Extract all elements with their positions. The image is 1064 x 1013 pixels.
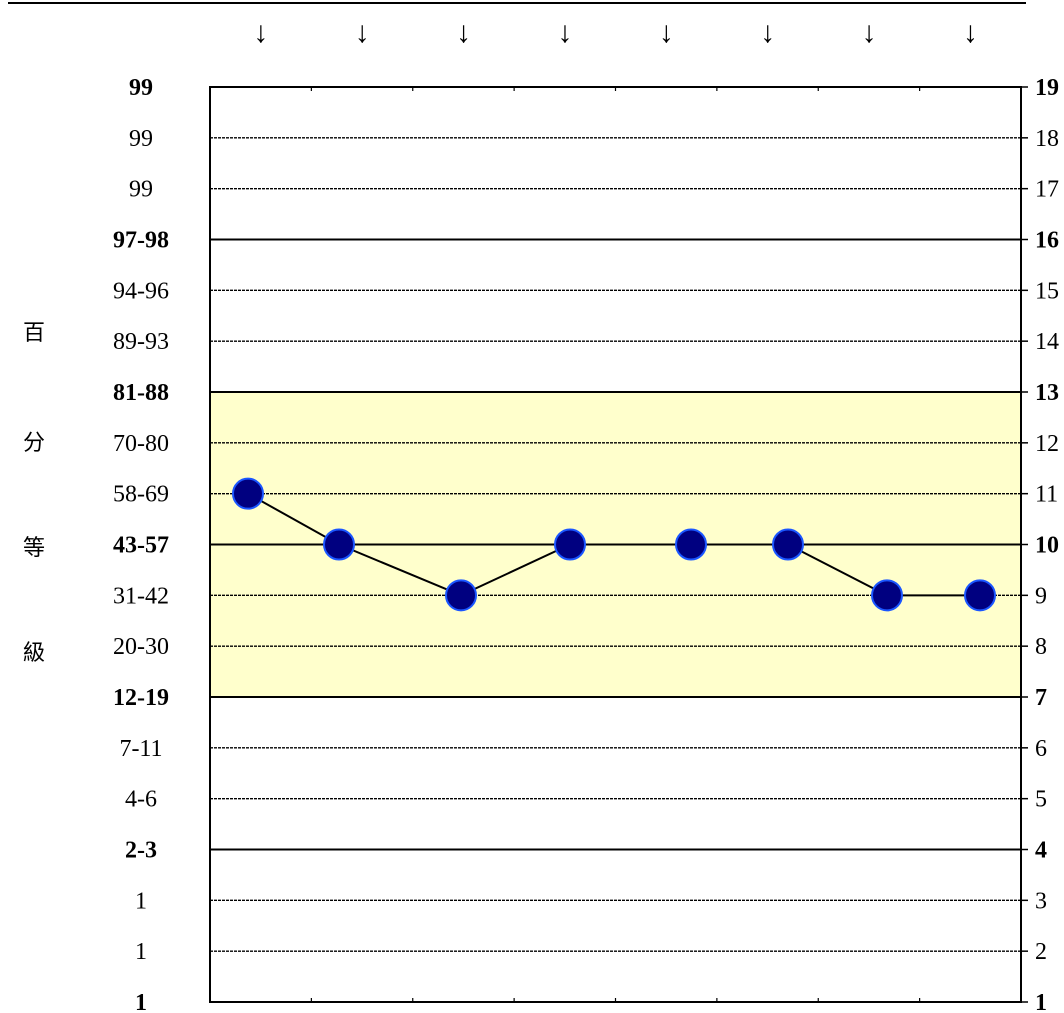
left-axis-label: 7-11 <box>119 736 162 762</box>
left-axis-label: 43-57 <box>113 533 169 559</box>
left-axis-labels: 1 1 1 2-3 4-6 7-11 12-19 20-30 31-42 43-57 58-69 70… <box>113 75 169 1013</box>
left-axis-label: 31-42 <box>113 583 169 609</box>
data-point <box>232 477 264 510</box>
left-axis-label: 1 <box>135 939 147 965</box>
right-axis-label: 9 <box>1035 583 1047 609</box>
data-point <box>675 528 707 561</box>
left-axis-title-char: 級 <box>23 641 45 666</box>
data-point <box>871 579 903 612</box>
top-arrow-marker: ↓ <box>659 16 674 49</box>
series-line <box>247 492 980 597</box>
top-arrow-marker: ↓ <box>355 16 370 49</box>
right-axis-label: 17 <box>1035 177 1059 203</box>
data-point <box>445 579 477 612</box>
x-ticks <box>310 87 921 1002</box>
right-axis-label: 7 <box>1035 685 1047 711</box>
right-axis-label: 2 <box>1035 939 1047 965</box>
left-axis-label: 81-88 <box>113 380 169 406</box>
right-axis-label: 18 <box>1035 126 1059 152</box>
left-axis-label: 99 <box>129 75 153 101</box>
left-axis-title-char: 等 <box>23 536 45 561</box>
right-axis-label: 4 <box>1035 838 1047 864</box>
right-axis-label: 12 <box>1035 431 1059 457</box>
right-axis-label: 19 <box>1035 75 1059 101</box>
left-axis-label: 58-69 <box>113 482 169 508</box>
data-point <box>772 528 804 561</box>
left-axis-label: 2-3 <box>125 838 157 864</box>
data-point <box>323 528 355 561</box>
left-axis-label: 1 <box>135 888 147 914</box>
left-axis-label: 1 <box>135 990 147 1013</box>
right-axis-label: 13 <box>1035 380 1059 406</box>
right-axis-label: 5 <box>1035 787 1047 813</box>
right-axis-label: 8 <box>1035 634 1047 660</box>
right-axis-label: 15 <box>1035 278 1059 304</box>
left-axis-label: 94-96 <box>113 278 169 304</box>
right-axis-label: 6 <box>1035 736 1047 762</box>
series-group <box>232 477 996 612</box>
left-axis-label: 97-98 <box>113 228 169 254</box>
left-axis-label: 20-30 <box>113 634 169 660</box>
left-axis-label: 70-80 <box>113 431 169 457</box>
left-axis-label: 4-6 <box>125 787 157 813</box>
left-axis-label: 12-19 <box>113 685 169 711</box>
right-axis-label: 16 <box>1035 228 1059 254</box>
right-axis-label: 11 <box>1035 482 1058 508</box>
top-arrow-marker: ↓ <box>963 16 978 49</box>
left-axis-label: 99 <box>129 126 153 152</box>
right-axis-label: 10 <box>1035 533 1059 559</box>
data-point <box>964 579 996 612</box>
top-arrow-marker: ↓ <box>861 16 876 49</box>
top-arrow-marker: ↓ <box>557 16 572 49</box>
left-axis-title-char: 分 <box>23 431 45 456</box>
data-point <box>554 528 586 561</box>
right-axis-label: 14 <box>1035 329 1059 355</box>
top-arrow-marker: ↓ <box>456 16 471 49</box>
left-axis-label: 99 <box>129 177 153 203</box>
top-arrow-marker: ↓ <box>253 16 268 49</box>
top-arrow-marker: ↓ <box>760 16 775 49</box>
left-axis-title-char: 百 <box>23 321 45 346</box>
top-arrow-group: ↓ ↓ ↓ ↓ ↓ ↓ ↓ ↓ <box>253 16 978 49</box>
left-axis-label: 89-93 <box>113 329 169 355</box>
right-axis-label: 1 <box>1035 990 1047 1013</box>
right-axis-label: 3 <box>1035 888 1047 914</box>
